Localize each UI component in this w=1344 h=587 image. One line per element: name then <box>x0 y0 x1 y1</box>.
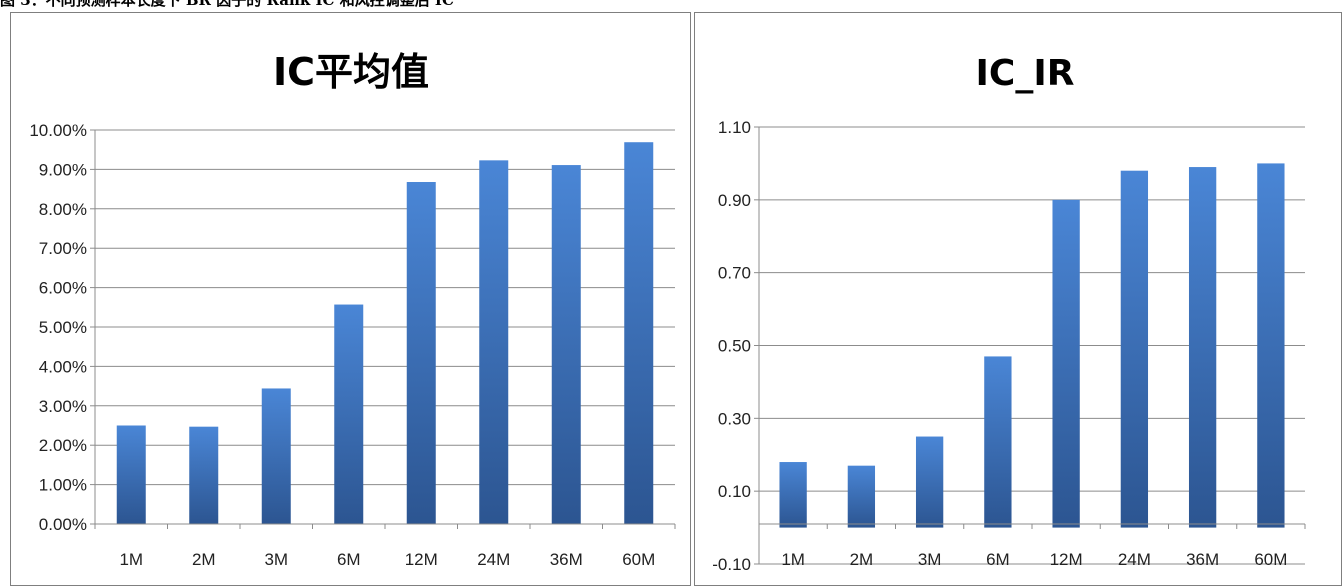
x-tick-label: 12M <box>1050 550 1083 569</box>
ic-ir-chart-panel: IC_IR -0.10 0.10 0.30 0.50 0.70 0.90 1.10 1M 2M 3M… <box>694 12 1342 586</box>
x-tick-label: 12M <box>405 550 438 569</box>
x-tick-label: 1M <box>781 550 805 569</box>
y-tick-label: 10.00% <box>29 121 87 140</box>
bar <box>261 388 291 524</box>
bar <box>334 304 364 524</box>
bar <box>1188 167 1217 528</box>
x-tick-label: 2M <box>192 550 216 569</box>
y-tick-label: 0.30 <box>718 409 751 428</box>
y-tick-label: 2.00% <box>39 436 87 455</box>
y-tick-label: 6.00% <box>39 279 87 298</box>
bar <box>479 160 509 524</box>
x-tick-label: 36M <box>550 550 583 569</box>
y-tick-label: 9.00% <box>39 160 87 179</box>
figure-caption: 图 3：不同预测样本长度下 BR 因子的 Rank IC 和风控调整后 IC <box>0 0 1344 8</box>
x-tick-label: 3M <box>918 550 942 569</box>
chart-title: IC_IR <box>976 53 1075 94</box>
x-tick-label: 60M <box>1254 550 1287 569</box>
y-tick-label: 1.10 <box>718 118 751 137</box>
y-tick-label: 0.50 <box>718 337 751 356</box>
y-tick-label: 1.00% <box>39 476 87 495</box>
bar <box>984 356 1012 528</box>
x-tick-label: 6M <box>337 550 361 569</box>
bar <box>406 182 436 524</box>
y-tick-label: 0.70 <box>718 264 751 283</box>
ic-mean-chart: IC平均值 0.00% 1.00% 2.00% 3.00% 4.00% 5.00% 6.00%… <box>29 50 676 569</box>
y-tick-label: -0.10 <box>712 555 751 574</box>
y-tick-label: 8.00% <box>39 200 87 219</box>
bar <box>1052 199 1080 528</box>
y-tick-label: 0.10 <box>718 482 751 501</box>
bar <box>915 436 944 528</box>
y-tick-label: 3.00% <box>39 397 87 416</box>
x-tick-label: 24M <box>477 550 510 569</box>
bar <box>1120 170 1149 528</box>
x-tick-label: 60M <box>622 550 655 569</box>
bar <box>1257 163 1285 528</box>
chart-title: IC平均值 <box>273 50 429 94</box>
y-tick-label: 0.00% <box>39 515 87 534</box>
y-tick-label: 5.00% <box>39 318 87 337</box>
x-tick-label: 3M <box>264 550 288 569</box>
bar <box>551 165 581 525</box>
ic-ir-chart: IC_IR -0.10 0.10 0.30 0.50 0.70 0.90 1.10 1M 2M 3M… <box>712 53 1306 574</box>
y-tick-label: 4.00% <box>39 357 87 376</box>
x-tick-label: 1M <box>119 550 143 569</box>
x-tick-label: 36M <box>1186 550 1219 569</box>
y-tick-label: 7.00% <box>39 239 87 258</box>
x-tick-label: 24M <box>1118 550 1151 569</box>
bar <box>116 425 146 524</box>
bar <box>189 426 219 524</box>
bar <box>779 462 807 528</box>
bar <box>847 465 876 528</box>
x-tick-label: 6M <box>986 550 1010 569</box>
x-tick-label: 2M <box>850 550 874 569</box>
ic-mean-chart-panel: IC平均值 0.00% 1.00% 2.00% 3.00% 4.00% 5.00% 6.00%… <box>10 12 691 586</box>
bar <box>624 142 654 525</box>
y-tick-label: 0.90 <box>718 191 751 210</box>
